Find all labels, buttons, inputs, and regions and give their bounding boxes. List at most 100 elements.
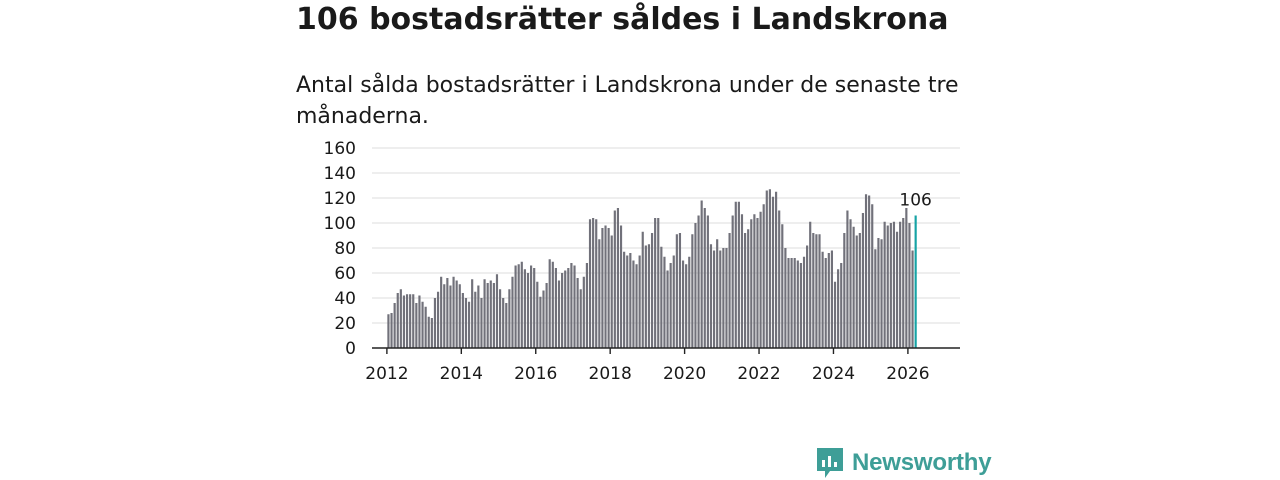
bar bbox=[703, 208, 706, 348]
bar bbox=[830, 250, 834, 348]
bar bbox=[573, 265, 576, 348]
bar bbox=[833, 281, 837, 348]
bar bbox=[902, 218, 905, 348]
chart-title: 106 bostadsrätter såldes i Landskrona bbox=[296, 2, 949, 37]
bar bbox=[440, 276, 443, 348]
bar bbox=[669, 263, 672, 348]
y-tick-label: 160 bbox=[324, 139, 356, 159]
bar bbox=[824, 258, 827, 348]
y-tick-label: 60 bbox=[334, 264, 356, 284]
bar bbox=[740, 214, 744, 348]
newsworthy-logo-icon bbox=[817, 448, 843, 478]
bar bbox=[477, 285, 480, 348]
bar bbox=[762, 204, 765, 348]
newsworthy-logo: Newsworthy bbox=[816, 447, 992, 479]
bar bbox=[492, 283, 495, 348]
bar bbox=[638, 255, 641, 348]
bar bbox=[598, 239, 601, 348]
bar bbox=[675, 234, 678, 348]
bar bbox=[585, 263, 589, 348]
bar bbox=[883, 221, 886, 348]
bar bbox=[489, 280, 492, 348]
grid-lines bbox=[372, 147, 960, 324]
bar bbox=[520, 261, 523, 348]
bar bbox=[750, 219, 753, 348]
bar bbox=[858, 233, 861, 348]
y-tick-label: 100 bbox=[324, 214, 356, 234]
bar bbox=[756, 218, 759, 348]
x-tick-label: 2026 bbox=[886, 364, 929, 384]
x-tick-label: 2014 bbox=[440, 364, 483, 384]
bar bbox=[387, 314, 390, 348]
bar bbox=[678, 233, 682, 348]
bar bbox=[877, 238, 880, 348]
bar bbox=[892, 221, 896, 348]
bar bbox=[685, 264, 688, 348]
bar bbox=[576, 278, 579, 348]
bar bbox=[582, 276, 585, 348]
bar bbox=[523, 269, 526, 348]
y-tick-label: 40 bbox=[334, 289, 356, 309]
y-tick-label: 20 bbox=[334, 314, 356, 334]
bar bbox=[433, 298, 437, 348]
bar bbox=[514, 265, 517, 348]
bar bbox=[880, 239, 883, 348]
bar bbox=[787, 258, 790, 348]
bar bbox=[712, 250, 716, 348]
bar bbox=[731, 215, 734, 348]
bar bbox=[852, 226, 855, 348]
bar bbox=[579, 289, 582, 348]
bar bbox=[415, 303, 418, 348]
bar bbox=[743, 233, 747, 348]
data-labels: 106 bbox=[899, 191, 931, 211]
bar bbox=[843, 233, 846, 348]
bar bbox=[607, 228, 610, 348]
bar bbox=[861, 213, 865, 348]
bar bbox=[771, 196, 775, 348]
newsworthy-logo-text: Newsworthy bbox=[852, 449, 992, 476]
bar bbox=[657, 218, 660, 348]
bar bbox=[753, 214, 756, 348]
bar bbox=[725, 248, 728, 348]
bar bbox=[548, 259, 551, 348]
bar bbox=[635, 264, 638, 348]
x-tick-label: 2022 bbox=[737, 364, 780, 384]
bar bbox=[418, 295, 421, 348]
bar bbox=[818, 234, 821, 348]
bar bbox=[734, 201, 737, 348]
bar bbox=[871, 204, 874, 348]
y-tick-label: 0 bbox=[345, 339, 356, 359]
bar bbox=[486, 283, 489, 348]
bar bbox=[802, 256, 806, 348]
bar bbox=[443, 284, 446, 348]
bar bbox=[837, 269, 840, 348]
bar bbox=[778, 210, 781, 348]
bar bbox=[533, 268, 536, 348]
x-tick-label: 2020 bbox=[663, 364, 706, 384]
bar bbox=[564, 270, 567, 348]
bar bbox=[846, 210, 849, 348]
bar bbox=[409, 294, 412, 348]
bar bbox=[719, 250, 722, 348]
bars bbox=[387, 189, 917, 348]
bar bbox=[889, 223, 892, 348]
bar bbox=[809, 221, 812, 348]
bar bbox=[458, 284, 461, 348]
bar bbox=[691, 234, 694, 348]
bar bbox=[424, 306, 427, 348]
bar bbox=[663, 256, 666, 348]
bar bbox=[412, 294, 415, 348]
bar bbox=[452, 276, 455, 348]
bar bbox=[588, 219, 592, 348]
bar bbox=[545, 283, 548, 348]
bar bbox=[480, 298, 483, 348]
bar bbox=[421, 301, 424, 348]
bar bbox=[747, 229, 750, 348]
bar bbox=[895, 231, 899, 348]
bar bbox=[759, 211, 762, 348]
bar bbox=[632, 260, 635, 348]
bar bbox=[775, 191, 778, 348]
bar bbox=[570, 263, 573, 348]
bar bbox=[604, 225, 607, 348]
bar bbox=[536, 281, 539, 348]
